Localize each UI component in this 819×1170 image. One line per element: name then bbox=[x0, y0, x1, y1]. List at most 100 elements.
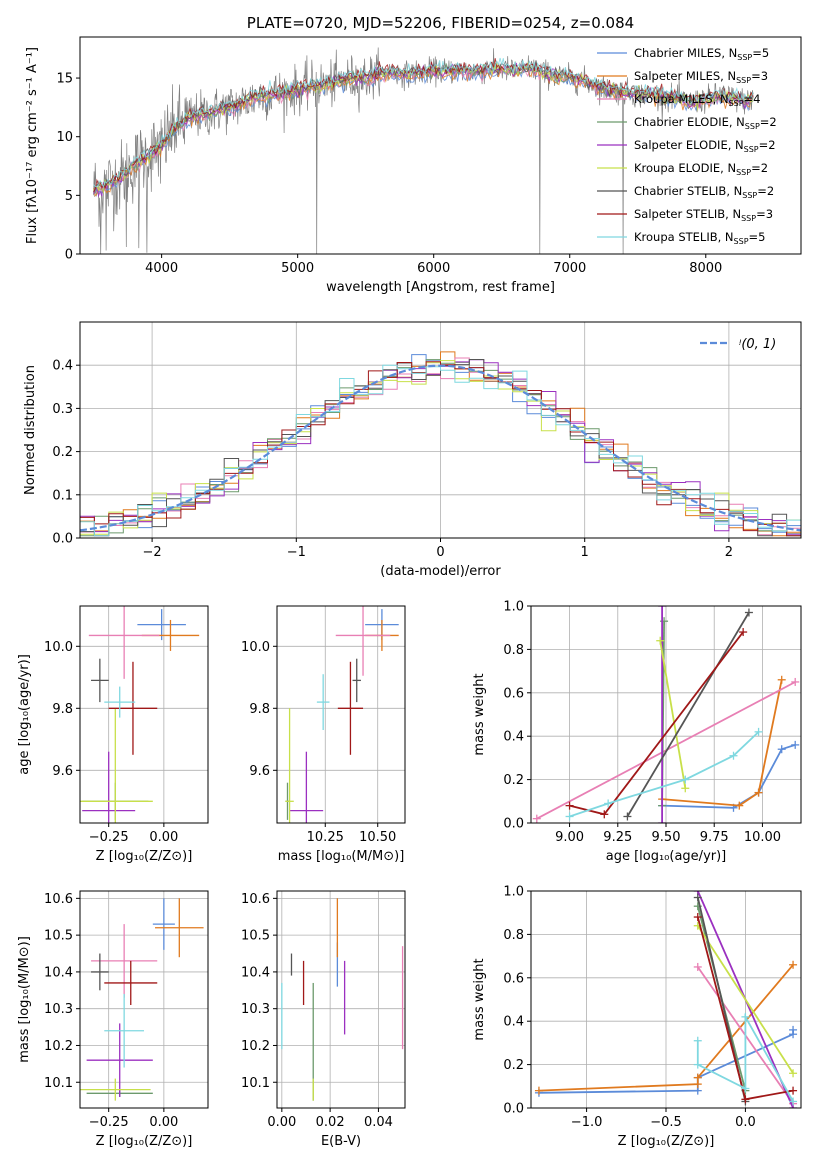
series-krou_elodie bbox=[656, 636, 690, 793]
series-line bbox=[569, 731, 760, 818]
legend-entry-krou_stelib: Kroupa STELIB, NSSP=5 bbox=[634, 230, 765, 246]
y-tick-label: 10.0 bbox=[241, 640, 270, 655]
errorbar-salp_elodie bbox=[82, 751, 136, 823]
x-tick-label: −0.25 bbox=[89, 1115, 129, 1130]
y-tick-label: 0.0 bbox=[52, 532, 73, 547]
legend-entry-salp_elodie: Salpeter ELODIE, NSSP=2 bbox=[634, 138, 776, 154]
x-tick-label: 1 bbox=[581, 545, 589, 560]
plot-area-residuals bbox=[80, 322, 801, 538]
plot-area-weight_vs_Z bbox=[531, 891, 801, 1108]
y-tick-label: 9.6 bbox=[52, 764, 73, 779]
errorbar-salp_stelib bbox=[337, 661, 364, 755]
y-tick-label: 10.1 bbox=[44, 1076, 73, 1091]
x-tick-label: −1 bbox=[287, 545, 306, 560]
x-axis-label: (data-model)/error bbox=[380, 564, 501, 579]
y-tick-label: 0.4 bbox=[503, 730, 524, 745]
x-tick-label: 0.00 bbox=[267, 1115, 296, 1130]
errorbar-salp_stelib bbox=[108, 661, 158, 755]
y-tick-label: 0.6 bbox=[503, 686, 524, 701]
y-tick-label: 0.0 bbox=[503, 1102, 524, 1117]
errorbar-krou_stelib bbox=[104, 686, 136, 718]
gaussian-curve bbox=[80, 364, 801, 532]
axes-mass_vs_EBV: 0.00 0.02 0.04 10.1 10.2 10.3 10.4 10.5 10.6 E(B-… bbox=[241, 890, 406, 1149]
axes-residuals: ᵎ(0, 1) −2 −1 0 1 2 0.0 0.1 0.2 0.3 0.4 (data-model… bbox=[23, 321, 802, 579]
y-tick-label: 0.2 bbox=[52, 445, 73, 460]
x-tick-label: 0.00 bbox=[149, 830, 178, 845]
errorbar-salp_elodie bbox=[289, 751, 324, 823]
y-tick-label: 5 bbox=[65, 189, 73, 204]
x-tick-label: −2 bbox=[143, 545, 162, 560]
errorbar-chab_stelib bbox=[91, 953, 109, 991]
series-krou_stelib bbox=[693, 1012, 798, 1106]
series-line bbox=[659, 640, 687, 789]
plot-area-spectrum bbox=[93, 47, 754, 254]
errorbar-chab_miles bbox=[152, 898, 175, 950]
series-salp_stelib bbox=[693, 913, 798, 1104]
x-tick-label: 0 bbox=[436, 545, 444, 560]
legend-entry-chab_elodie: Chabrier ELODIE, NSSP=2 bbox=[634, 115, 777, 131]
y-tick-label: 9.8 bbox=[52, 702, 73, 717]
x-tick-label: 5000 bbox=[281, 261, 314, 276]
x-axis-label: E(B-V) bbox=[321, 1134, 361, 1149]
x-tick-label: 7000 bbox=[553, 261, 586, 276]
y-axis-label: mass [log₁₀(M/M⊙)] bbox=[17, 936, 32, 1063]
chart-title: PLATE=0720, MJD=52206, FIBERID=0254, z=0… bbox=[247, 14, 634, 32]
y-tick-label: 10.3 bbox=[241, 1002, 270, 1017]
errorbar-salp_stelib bbox=[104, 960, 158, 1006]
axes-frame bbox=[79, 605, 209, 824]
x-tick-label: 0.00 bbox=[149, 1115, 178, 1130]
y-tick-label: 10.2 bbox=[241, 1039, 270, 1054]
y-tick-label: 9.8 bbox=[249, 702, 270, 717]
y-tick-label: 1.0 bbox=[503, 885, 524, 900]
x-tick-label: 8000 bbox=[689, 261, 722, 276]
errorbar-krou_stelib bbox=[104, 993, 144, 1068]
axes-weight_vs_Z: −1.0 −0.5 0.0 0.0 0.2 0.4 0.6 0.8 1.0 Z [log₁₀(Z/… bbox=[472, 885, 802, 1149]
legend-entry-krou_elodie: Kroupa ELODIE, NSSP=2 bbox=[634, 161, 768, 177]
x-tick-label: 0.04 bbox=[364, 1115, 393, 1130]
y-tick-label: 10.5 bbox=[44, 929, 73, 944]
x-tick-label: 10.50 bbox=[359, 830, 396, 845]
y-tick-label: 10.2 bbox=[44, 1039, 73, 1054]
errorbar-krou_elodie bbox=[80, 708, 153, 823]
series-krou_stelib bbox=[565, 727, 763, 821]
y-tick-label: 0 bbox=[65, 248, 73, 263]
plot-area-age_vs_mass bbox=[277, 606, 405, 823]
model-line-krou_stelib bbox=[93, 57, 754, 188]
x-tick-label: 10.25 bbox=[307, 830, 344, 845]
x-tick-label: 9.25 bbox=[603, 830, 632, 845]
y-tick-label: 10.6 bbox=[44, 892, 73, 907]
plot-area-weight_vs_age bbox=[531, 606, 801, 823]
axes-mass_vs_Z: −0.25 0.00 10.1 10.2 10.3 10.4 10.5 10.6 Z [log₁… bbox=[17, 890, 209, 1149]
axes-frame bbox=[276, 890, 406, 1109]
errorbar-krou_miles bbox=[88, 606, 160, 679]
errorbar-salp_miles bbox=[155, 898, 204, 958]
histogram-salp_stelib bbox=[80, 361, 801, 537]
series-salp_elodie bbox=[658, 606, 667, 823]
x-tick-label: −1.0 bbox=[571, 1115, 603, 1130]
x-tick-label: 2 bbox=[725, 545, 733, 560]
x-tick-label: 9.50 bbox=[652, 830, 681, 845]
y-tick-label: 0.4 bbox=[503, 1015, 524, 1030]
axes-spectrum: Chabrier MILES, NSSP=5 Salpeter MILES, NS… bbox=[25, 36, 802, 295]
model-line-krou_miles bbox=[93, 64, 754, 194]
x-tick-label: 9.00 bbox=[555, 830, 584, 845]
model-line-salp_miles bbox=[93, 65, 754, 197]
errorbar-chab_stelib bbox=[91, 658, 109, 703]
y-tick-label: 10.3 bbox=[44, 1002, 73, 1017]
y-tick-label: 10.4 bbox=[241, 965, 270, 980]
x-axis-label: Z [log₁₀(Z/Z⊙)] bbox=[96, 849, 193, 864]
y-tick-label: 10.6 bbox=[241, 892, 270, 907]
series-line bbox=[662, 744, 796, 809]
y-tick-label: 1.0 bbox=[503, 600, 524, 615]
plot-area-mass_vs_Z bbox=[80, 891, 208, 1108]
series-line bbox=[697, 925, 794, 1074]
y-axis-label: Normed distribution bbox=[23, 365, 38, 495]
x-axis-label: mass [log₁₀(M/M⊙)] bbox=[278, 849, 405, 864]
axes-frame bbox=[276, 605, 406, 824]
x-axis-label: Z [log₁₀(Z/Z⊙)] bbox=[96, 1134, 193, 1149]
axes-frame bbox=[79, 890, 209, 1109]
y-axis-label: mass weight bbox=[472, 958, 487, 1040]
y-tick-label: 0.8 bbox=[503, 928, 524, 943]
axes-weight_vs_age: 9.00 9.25 9.50 9.75 10.00 0.0 0.2 0.4 0.6 0.8 1.0 a… bbox=[472, 600, 802, 864]
